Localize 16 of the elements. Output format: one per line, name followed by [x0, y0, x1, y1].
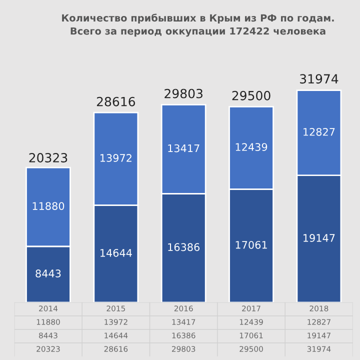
total-label: 28616 [96, 96, 136, 106]
data-label: 17061 [236, 240, 267, 249]
total-label: 29500 [232, 90, 270, 100]
total-label: 31974 [300, 74, 338, 84]
total-label: 20323 [29, 152, 68, 162]
chart-title: Количество прибывших в Крым из РФ по годам. Всего за период оккупации 172422 человека [62, 14, 334, 37]
data-label: 12827 [304, 128, 335, 136]
data-label: 8443 [36, 270, 61, 278]
data-label: 13972 [100, 154, 132, 162]
data-label: 13417 [168, 144, 200, 152]
data-label: 11880 [32, 202, 64, 210]
data-label: 12439 [236, 143, 268, 151]
total-label: 29803 [164, 88, 202, 98]
data-label: 14644 [100, 248, 132, 257]
data-label: 19147 [304, 234, 335, 242]
data-label: 16386 [168, 243, 200, 252]
